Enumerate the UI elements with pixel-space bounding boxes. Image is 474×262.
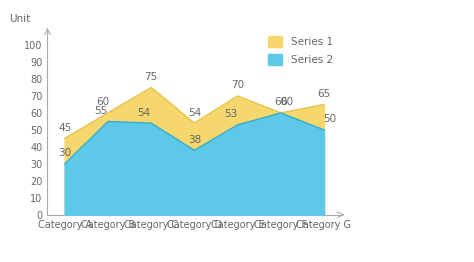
Text: 75: 75 xyxy=(145,72,158,82)
Text: 60: 60 xyxy=(280,97,293,107)
Legend: Series 1, Series 2: Series 1, Series 2 xyxy=(265,33,336,68)
Text: 54: 54 xyxy=(137,108,151,118)
Text: 55: 55 xyxy=(94,106,108,116)
Text: 53: 53 xyxy=(224,109,237,119)
Text: 38: 38 xyxy=(188,135,201,145)
Text: 65: 65 xyxy=(318,89,331,99)
Text: 45: 45 xyxy=(58,123,71,133)
Text: 60: 60 xyxy=(96,97,109,107)
Text: 30: 30 xyxy=(58,148,71,158)
Text: 50: 50 xyxy=(323,114,336,124)
Text: 54: 54 xyxy=(188,108,201,118)
Text: 70: 70 xyxy=(231,80,244,90)
Text: 60: 60 xyxy=(274,97,287,107)
Text: Unit: Unit xyxy=(9,14,30,24)
